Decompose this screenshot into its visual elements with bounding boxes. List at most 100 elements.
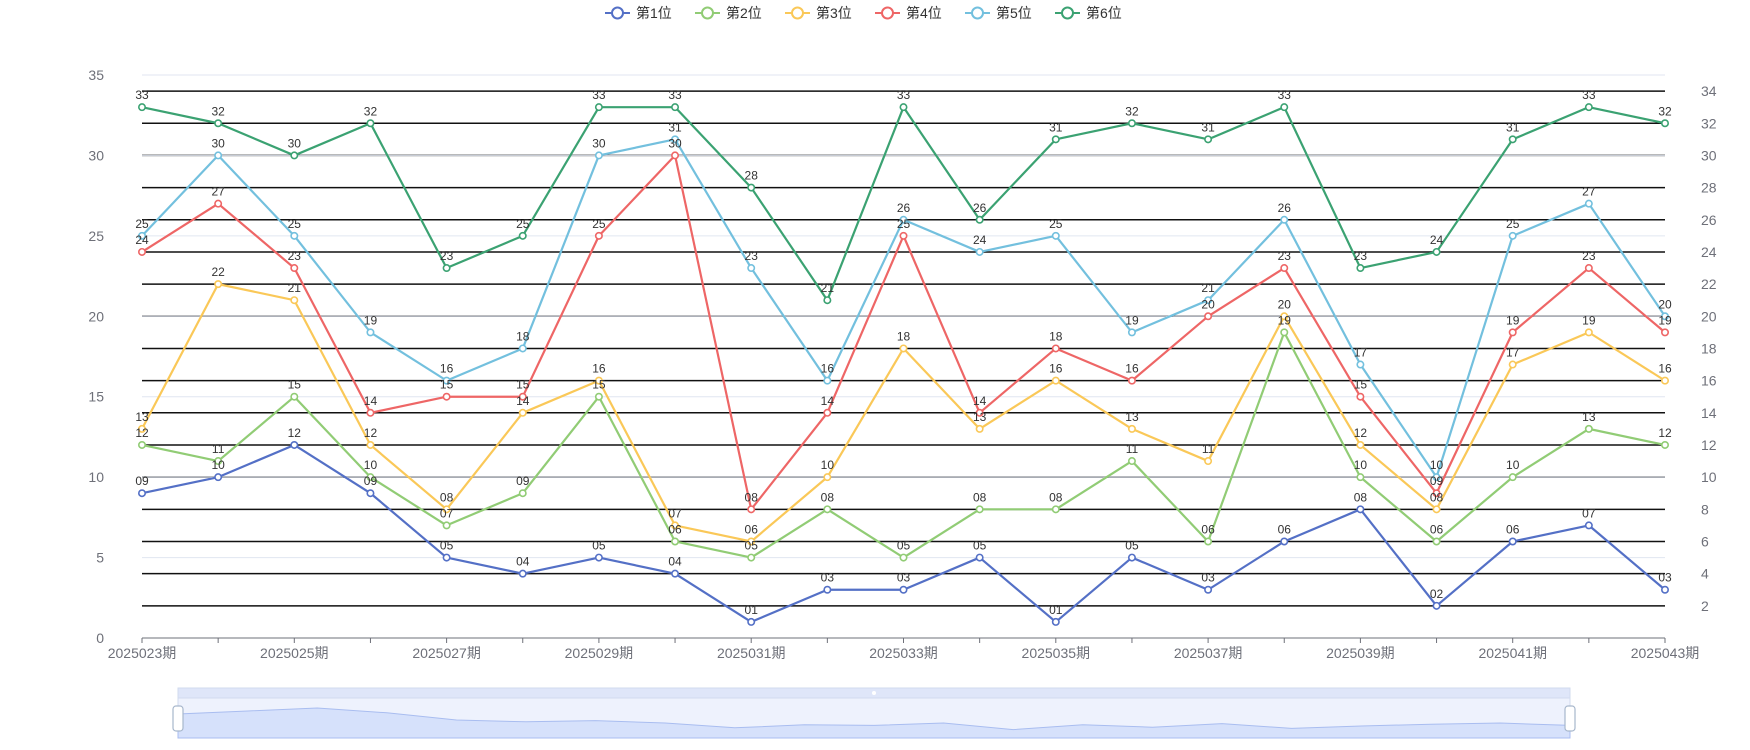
data-point[interactable] [1508, 328, 1517, 337]
data-point[interactable] [290, 151, 299, 160]
data-point[interactable] [594, 376, 603, 385]
legend-item-6[interactable]: 第6位 [1055, 5, 1122, 21]
data-point[interactable] [1051, 505, 1060, 514]
legend-item-5[interactable]: 第5位 [965, 5, 1032, 21]
data-zoom-slider[interactable] [172, 687, 1576, 739]
data-point[interactable] [366, 489, 375, 498]
data-point[interactable] [823, 473, 832, 482]
legend-item-3[interactable]: 第3位 [785, 5, 852, 21]
data-point[interactable] [1356, 392, 1365, 401]
data-point[interactable] [747, 264, 756, 273]
data-point[interactable] [594, 392, 603, 401]
data-point[interactable] [1204, 585, 1213, 594]
data-point[interactable] [1661, 376, 1670, 385]
data-point[interactable] [975, 424, 984, 433]
data-point[interactable] [1356, 360, 1365, 369]
data-point[interactable] [290, 231, 299, 240]
data-point[interactable] [290, 296, 299, 305]
data-point[interactable] [214, 473, 223, 482]
data-point[interactable] [1127, 553, 1136, 562]
data-point[interactable] [594, 553, 603, 562]
data-point[interactable] [747, 505, 756, 514]
data-point[interactable] [442, 505, 451, 514]
data-point[interactable] [290, 264, 299, 273]
data-point[interactable] [138, 440, 147, 449]
data-point[interactable] [1508, 537, 1517, 546]
data-point[interactable] [442, 521, 451, 530]
data-point[interactable] [1508, 135, 1517, 144]
data-point[interactable] [747, 553, 756, 562]
data-point[interactable] [214, 199, 223, 208]
data-point[interactable] [214, 280, 223, 289]
data-point[interactable] [823, 408, 832, 417]
data-point[interactable] [1051, 231, 1060, 240]
data-point[interactable] [1661, 119, 1670, 128]
data-point[interactable] [518, 569, 527, 578]
data-point[interactable] [899, 553, 908, 562]
data-point[interactable] [671, 135, 680, 144]
data-point[interactable] [1280, 215, 1289, 224]
data-point[interactable] [899, 215, 908, 224]
data-point[interactable] [290, 392, 299, 401]
legend-item-4[interactable]: 第4位 [875, 5, 942, 21]
data-point[interactable] [1584, 103, 1593, 112]
data-point[interactable] [1280, 312, 1289, 321]
data-point[interactable] [747, 537, 756, 546]
data-point[interactable] [518, 408, 527, 417]
data-point[interactable] [671, 103, 680, 112]
data-point[interactable] [138, 424, 147, 433]
data-point[interactable] [1051, 344, 1060, 353]
data-point[interactable] [518, 344, 527, 353]
data-point[interactable] [1204, 457, 1213, 466]
data-point[interactable] [518, 231, 527, 240]
zoom-handle-left[interactable] [172, 705, 184, 732]
data-point[interactable] [1127, 376, 1136, 385]
data-point[interactable] [1204, 312, 1213, 321]
data-point[interactable] [1204, 296, 1213, 305]
data-point[interactable] [1356, 505, 1365, 514]
data-point[interactable] [214, 151, 223, 160]
data-point[interactable] [1508, 473, 1517, 482]
data-point[interactable] [671, 537, 680, 546]
data-point[interactable] [1432, 537, 1441, 546]
data-point[interactable] [671, 151, 680, 160]
data-point[interactable] [1280, 537, 1289, 546]
data-point[interactable] [1661, 312, 1670, 321]
legend-item-1[interactable]: 第1位 [605, 5, 672, 21]
data-point[interactable] [1204, 537, 1213, 546]
data-point[interactable] [823, 296, 832, 305]
data-point[interactable] [366, 328, 375, 337]
data-point[interactable] [138, 231, 147, 240]
data-point[interactable] [442, 264, 451, 273]
data-point[interactable] [1432, 601, 1441, 610]
data-point[interactable] [899, 231, 908, 240]
data-point[interactable] [1356, 473, 1365, 482]
data-point[interactable] [1432, 247, 1441, 256]
data-point[interactable] [1127, 119, 1136, 128]
data-point[interactable] [442, 392, 451, 401]
data-point[interactable] [1661, 585, 1670, 594]
data-point[interactable] [1127, 457, 1136, 466]
data-point[interactable] [1508, 231, 1517, 240]
data-point[interactable] [138, 103, 147, 112]
data-point[interactable] [366, 440, 375, 449]
data-point[interactable] [518, 489, 527, 498]
data-point[interactable] [975, 215, 984, 224]
data-point[interactable] [671, 521, 680, 530]
data-point[interactable] [1584, 199, 1593, 208]
data-point[interactable] [747, 617, 756, 626]
data-point[interactable] [518, 392, 527, 401]
data-point[interactable] [975, 247, 984, 256]
data-point[interactable] [1051, 135, 1060, 144]
data-point[interactable] [214, 457, 223, 466]
data-point[interactable] [290, 440, 299, 449]
data-point[interactable] [442, 553, 451, 562]
data-point[interactable] [1356, 264, 1365, 273]
data-point[interactable] [899, 585, 908, 594]
data-point[interactable] [138, 247, 147, 256]
data-point[interactable] [1432, 505, 1441, 514]
data-point[interactable] [1508, 360, 1517, 369]
data-point[interactable] [899, 103, 908, 112]
data-point[interactable] [1432, 473, 1441, 482]
data-point[interactable] [975, 553, 984, 562]
